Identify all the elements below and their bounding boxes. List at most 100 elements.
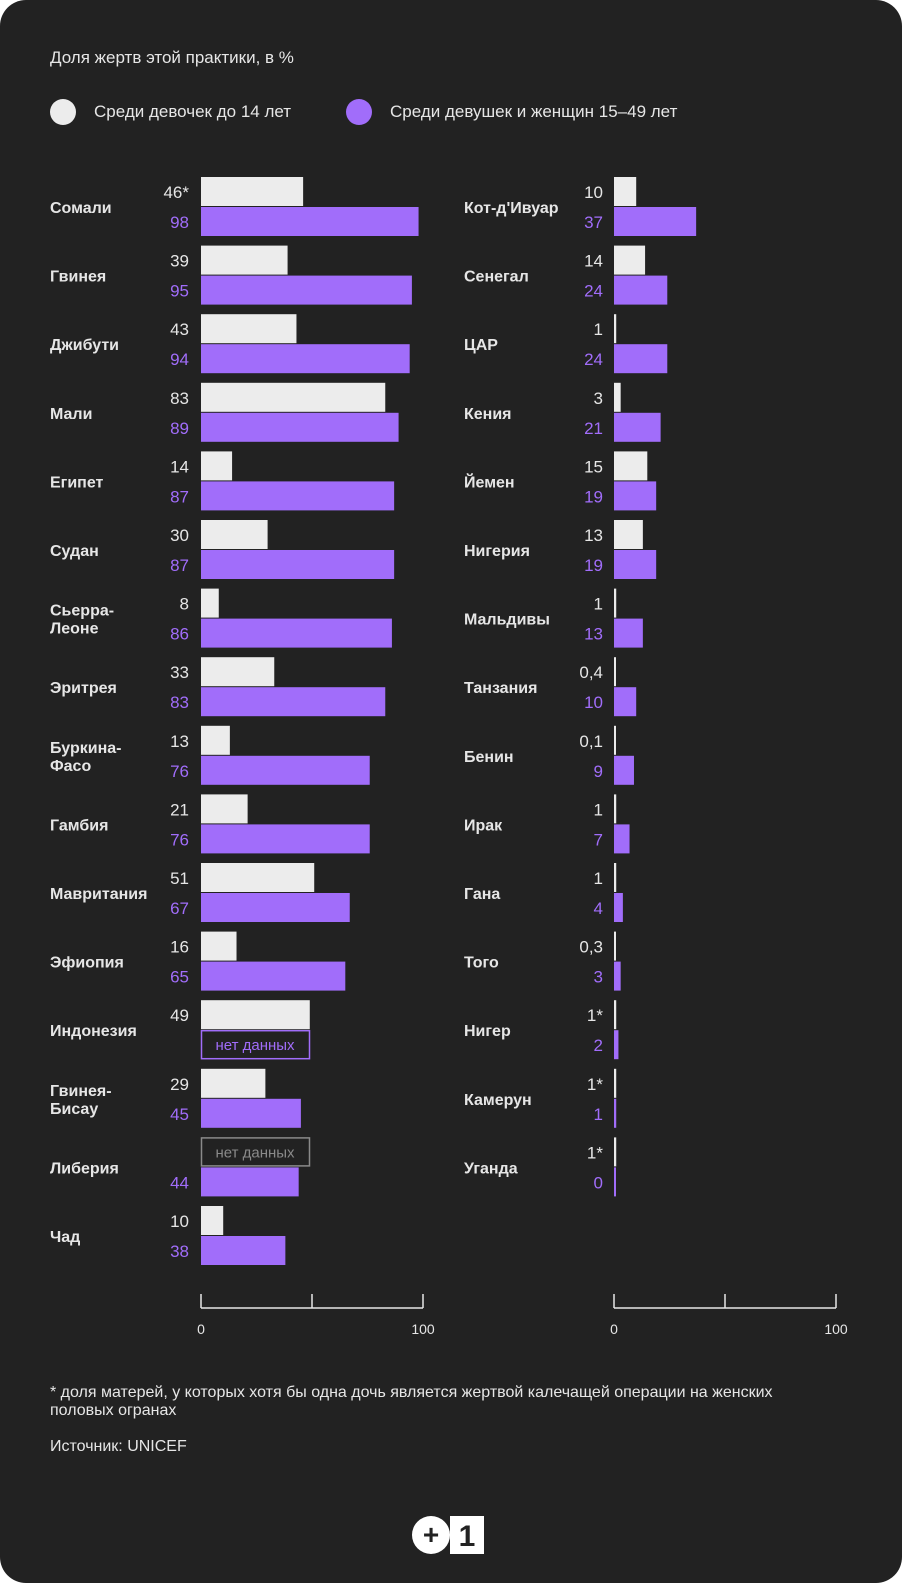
- value-label-women: 95: [170, 282, 189, 301]
- value-label-women: 24: [584, 350, 603, 369]
- bar-girls: [614, 1068, 617, 1098]
- value-label-girls: 83: [170, 389, 189, 408]
- category-label: Ирак: [464, 817, 503, 834]
- bar-women: [201, 1167, 299, 1197]
- legend-item-girls: Среди девочек до 14 лет: [50, 98, 291, 126]
- bar-girls: [201, 931, 237, 961]
- value-label-girls: 1*: [587, 1143, 603, 1162]
- category-label: Эритрея: [50, 680, 117, 697]
- bar-girls: [201, 451, 233, 481]
- category-label: Кения: [464, 406, 512, 423]
- category-label: Бенин: [464, 749, 514, 766]
- value-label-women: 4: [594, 899, 603, 918]
- value-label-girls: 33: [170, 663, 189, 682]
- category-label: Танзания: [464, 680, 537, 697]
- bar-women: [201, 893, 350, 922]
- value-label-girls: 39: [170, 252, 189, 271]
- legend-swatch-girls: [50, 99, 76, 125]
- bar-women: [201, 755, 370, 785]
- category-label: Сомали: [50, 200, 112, 217]
- bar-women: [201, 824, 370, 854]
- category-label: Уганда: [464, 1160, 518, 1177]
- category-label: Джибути: [50, 337, 119, 354]
- legend-label-girls: Среди девочек до 14 лет: [94, 102, 292, 121]
- bar-girls: [614, 314, 617, 344]
- bar-girls: [614, 177, 637, 206]
- category-label: Гана: [464, 886, 500, 903]
- value-label-girls: 29: [170, 1075, 189, 1094]
- category-label: Либерия: [50, 1160, 119, 1177]
- category-label: Нигер: [464, 1023, 511, 1040]
- bar-girls: [614, 588, 617, 618]
- bar-girls: [614, 863, 617, 892]
- legend-label-women: Среди девушек и женщин 15–49 лет: [390, 102, 678, 121]
- value-label-girls: 51: [170, 869, 189, 888]
- footnote: * доля матерей, у которых хотя бы одна д…: [50, 1384, 773, 1419]
- value-label-women: 76: [170, 830, 189, 849]
- value-label-girls: 15: [584, 457, 603, 476]
- bar-charts: Сомали46*98Гвинея3995Джибути4394Мали8389…: [50, 177, 848, 1337]
- bar-women: [614, 412, 661, 442]
- bar-girls: [614, 794, 617, 824]
- bar-women: [614, 687, 637, 717]
- value-label-girls: 1*: [587, 1006, 603, 1025]
- bar-girls: [201, 382, 386, 412]
- x-tick-label: 100: [411, 1321, 435, 1337]
- value-label-women: 0: [594, 1173, 603, 1192]
- bar-girls: [201, 657, 275, 687]
- value-label-women: 86: [170, 625, 189, 644]
- value-label-girls: 10: [584, 183, 603, 202]
- value-label-women: 37: [584, 213, 603, 232]
- bar-girls: [614, 520, 643, 549]
- bar-girls: [201, 245, 288, 275]
- value-label-girls: 46*: [163, 183, 189, 202]
- bar-girls: [201, 1068, 266, 1098]
- value-label-girls: 10: [170, 1212, 189, 1231]
- bar-girls: [614, 931, 616, 961]
- category-label: Эфиопия: [50, 955, 124, 972]
- value-label-women: 65: [170, 968, 189, 987]
- category-label: Мавритания: [50, 886, 147, 903]
- value-label-girls: 0,3: [579, 938, 603, 957]
- value-label-girls: 13: [170, 732, 189, 751]
- value-label-girls: 8: [180, 595, 189, 614]
- bar-girls: [614, 725, 616, 755]
- value-label-women: 45: [170, 1105, 189, 1124]
- value-label-women: 87: [170, 556, 189, 575]
- category-label: ЦАР: [464, 337, 498, 354]
- value-label-girls: 1: [594, 800, 603, 819]
- value-label-girls: 14: [584, 252, 603, 271]
- value-label-women: 87: [170, 487, 189, 506]
- bar-women: [201, 207, 419, 236]
- value-label-women: 3: [594, 968, 603, 987]
- bar-women: [614, 1167, 616, 1197]
- value-label-women: 13: [584, 625, 603, 644]
- bar-girls: [201, 1206, 224, 1235]
- plus-one-logo: + 1: [412, 1516, 484, 1554]
- value-label-women: 2: [594, 1036, 603, 1055]
- category-label: Буркина-Фасо: [50, 740, 121, 775]
- bar-women: [614, 207, 697, 236]
- value-label-women: 19: [584, 487, 603, 506]
- value-label-women: 19: [584, 556, 603, 575]
- no-data-box-women: [200, 1029, 311, 1060]
- bar-girls: [201, 314, 297, 344]
- value-label-girls: 30: [170, 526, 189, 545]
- bar-women: [614, 550, 657, 579]
- no-data-box-girls: [200, 1137, 311, 1167]
- legend-swatch-women: [346, 99, 372, 125]
- x-tick-label: 0: [197, 1321, 205, 1337]
- category-label: Мали: [50, 406, 92, 423]
- svg-text:+: +: [423, 1519, 439, 1550]
- category-label: Гвинея-Бисау: [50, 1083, 112, 1118]
- value-label-girls: 16: [170, 938, 189, 957]
- bar-girls: [201, 794, 248, 824]
- bar-girls: [201, 863, 315, 892]
- value-label-girls: 13: [584, 526, 603, 545]
- category-label: Того: [464, 955, 499, 972]
- value-label-women: 10: [584, 693, 603, 712]
- bar-women: [201, 550, 395, 579]
- bar-girls: [614, 245, 646, 275]
- category-label: Судан: [50, 543, 99, 560]
- bar-women: [614, 961, 621, 991]
